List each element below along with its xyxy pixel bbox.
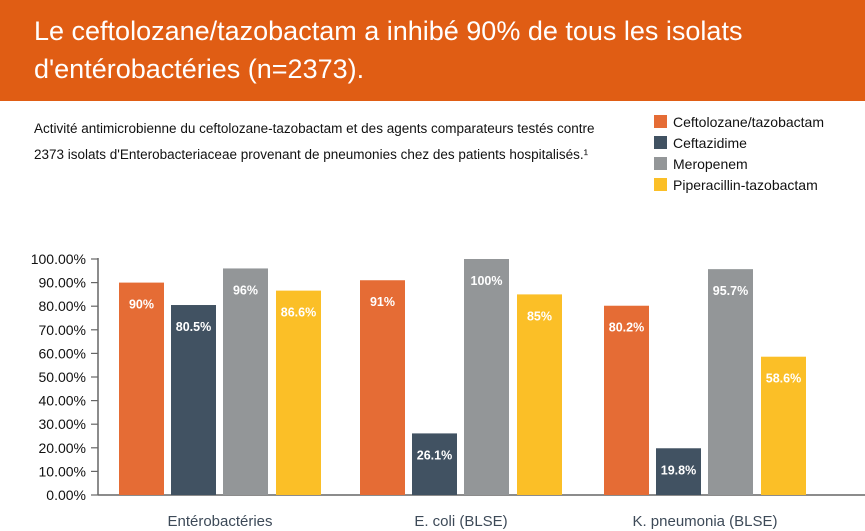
chart-subtitle: Activité antimicrobienne du ceftolozane-… xyxy=(34,121,595,162)
data-label: 85% xyxy=(527,309,552,323)
data-label: 58.6% xyxy=(766,372,801,386)
title-banner: Le ceftolozane/tazobactam a inhibé 90% d… xyxy=(0,0,865,101)
x-tick-label: Entérobactéries xyxy=(167,513,272,530)
bar xyxy=(171,305,216,495)
legend-swatch xyxy=(654,178,667,191)
bar xyxy=(464,259,509,495)
legend-swatch xyxy=(654,115,667,128)
bar xyxy=(517,294,562,495)
legend-item: Ceftolozane/tazobactam xyxy=(654,111,824,132)
data-label: 91% xyxy=(370,295,395,309)
y-tick-label: 50.00% xyxy=(39,369,86,385)
legend-label: Ceftazidime xyxy=(673,134,747,151)
y-tick-label: 100.00% xyxy=(31,251,86,267)
x-tick-label: K. pneumonia (BLSE) xyxy=(632,513,777,530)
data-label: 96% xyxy=(233,283,258,297)
data-label: 100% xyxy=(471,274,503,288)
legend-item: Ceftazidime xyxy=(654,132,824,153)
bar xyxy=(119,282,164,495)
data-label: 80.2% xyxy=(609,321,644,335)
bar xyxy=(360,280,405,495)
legend-label: Meropenem xyxy=(673,155,748,172)
bar xyxy=(223,268,268,495)
y-tick-label: 20.00% xyxy=(39,440,86,456)
legend-item: Meropenem xyxy=(654,153,824,174)
bar xyxy=(656,448,701,495)
y-tick-label: 80.00% xyxy=(39,298,86,314)
data-label: 90% xyxy=(129,298,154,312)
bar xyxy=(412,433,457,495)
y-tick-label: 30.00% xyxy=(39,416,86,432)
bar xyxy=(708,269,753,495)
bar xyxy=(604,305,649,495)
bar xyxy=(761,356,806,495)
y-tick-label: 0.00% xyxy=(46,487,86,503)
y-tick-label: 90.00% xyxy=(39,275,86,291)
data-label: 86.6% xyxy=(281,306,316,320)
data-label: 26.1% xyxy=(417,448,452,462)
data-label: 95.7% xyxy=(713,284,748,298)
data-label: 19.8% xyxy=(661,463,696,477)
x-tick-label: E. coli (BLSE) xyxy=(414,513,507,530)
legend-label: Ceftolozane/tazobactam xyxy=(673,113,824,130)
legend-label: Piperacillin-tazobactam xyxy=(673,176,818,193)
y-tick-label: 70.00% xyxy=(39,322,86,338)
y-tick-label: 10.00% xyxy=(39,463,86,479)
legend-swatch xyxy=(654,136,667,149)
y-tick-label: 60.00% xyxy=(39,345,86,361)
y-tick-label: 40.00% xyxy=(39,393,86,409)
bar xyxy=(276,290,321,495)
legend: Ceftolozane/tazobactam Ceftazidime Meropen… xyxy=(654,111,824,195)
legend-item: Piperacillin-tazobactam xyxy=(654,174,824,195)
data-label: 80.5% xyxy=(176,320,211,334)
page-title: Le ceftolozane/tazobactam a inhibé 90% d… xyxy=(34,16,743,84)
legend-swatch xyxy=(654,157,667,170)
